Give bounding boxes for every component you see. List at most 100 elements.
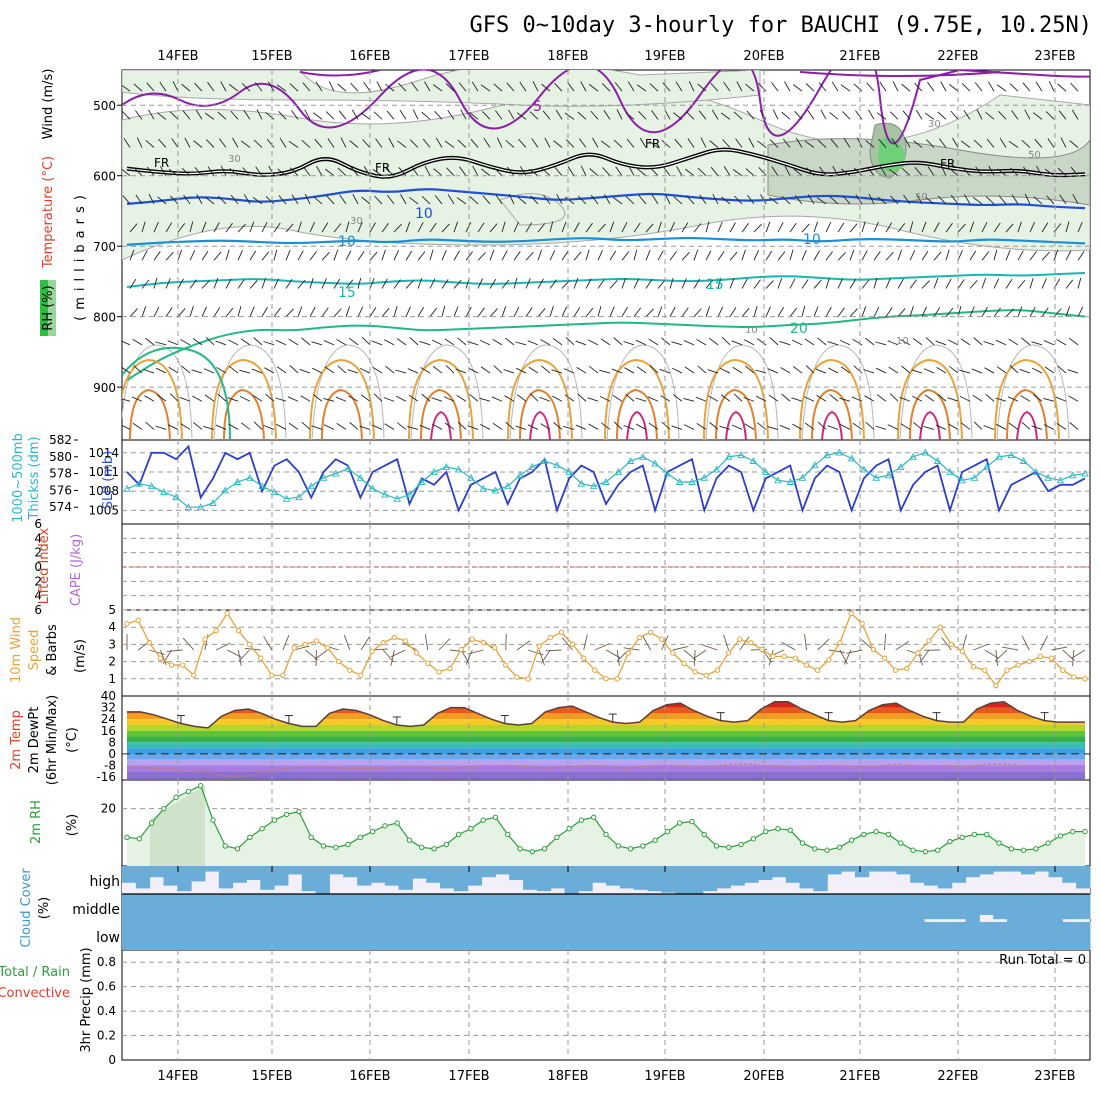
thickness-point: [123, 484, 131, 492]
wind-barb: [542, 110, 551, 120]
wind-barb: [996, 423, 1007, 430]
wind10-speed-point: [257, 655, 264, 661]
wind-barb: [600, 140, 611, 148]
wind-barb: [804, 338, 815, 346]
wind-barb: [695, 396, 707, 402]
wind-barb: [192, 395, 203, 402]
cloud-low-bar: [882, 922, 897, 950]
precip-tick-label: 0.6: [97, 980, 116, 994]
temp2m-axis-label-1: 2m Temp: [9, 710, 24, 770]
wind-barb: [376, 81, 383, 92]
wind-barb: [817, 421, 827, 430]
wind-barb: [445, 365, 455, 374]
cloud-high-bar: [343, 866, 358, 878]
wind-barb: [638, 110, 647, 120]
isotherm-30: [519, 388, 561, 440]
wind-barb: [969, 279, 978, 289]
wind-barb: [481, 168, 491, 177]
wind-barb: [1070, 82, 1079, 92]
wind-barb: [278, 110, 287, 120]
wind-barb: [184, 137, 191, 148]
wind-barb: [721, 336, 731, 346]
cloud-middle-bar: [661, 894, 676, 922]
wind-barb: [971, 368, 983, 374]
wind-barb: [348, 395, 359, 402]
wind-barb: [249, 221, 255, 233]
wind-barb: [172, 81, 179, 92]
wind-barb: [969, 221, 975, 233]
date-axis-bottom: 14FEB 15FEB 16FEB 17FEB 18FEB 19FEB 20FEB 21FEB…: [157, 1069, 1075, 1084]
wind-barb: [251, 368, 263, 374]
wind10-speed-point: [1026, 658, 1033, 665]
wind-barb: [813, 250, 820, 261]
date-label-top: 19FEB: [644, 49, 685, 64]
wind-barb: [1053, 223, 1062, 233]
cloud-middle-bar: [440, 894, 455, 922]
cloud-low-bar: [536, 922, 552, 950]
wind-barb: [697, 365, 707, 374]
wind-barb: [1077, 250, 1085, 261]
wind-barb: [315, 81, 323, 92]
date-label-top: 22FEB: [937, 49, 978, 64]
wind-barb: [755, 395, 767, 402]
wind-barb: [515, 425, 527, 430]
wind-barb: [553, 140, 563, 148]
cloud-middle-bar: [993, 894, 1008, 920]
wind10-axis-label-3: & Barbs: [45, 624, 60, 676]
cloud-high-bar: [841, 866, 856, 872]
wind-barb: [664, 193, 671, 205]
wind-barb: [556, 194, 563, 205]
wind-barb: [1043, 424, 1055, 430]
wind-barb: [916, 194, 923, 205]
cloud-high-bar: [633, 866, 648, 890]
wind-barb: [359, 425, 371, 430]
cloud-high-bar: [799, 866, 814, 889]
wind-barb: [549, 250, 556, 261]
wind-barb: [337, 365, 347, 374]
cloud-axis-unit: (%): [37, 897, 52, 920]
wind-barb: [313, 394, 323, 402]
wind-barb: [326, 195, 335, 205]
cloud-high-bar: [647, 866, 662, 892]
wind-barb: [1029, 251, 1037, 261]
wind-barb: [609, 279, 618, 289]
wind-barb: [385, 83, 395, 92]
wind-barb: [122, 398, 131, 402]
wind-barb: [683, 397, 695, 402]
wind-barb: [441, 279, 449, 289]
wind-barb: [291, 194, 299, 205]
rh-contour: [122, 344, 193, 440]
thickness-point: [467, 473, 475, 481]
wind-barb: [625, 196, 635, 205]
wind-barb: [505, 421, 515, 430]
wind-barb: [837, 222, 845, 233]
precip-panel: [121, 949, 1091, 1061]
wind-barb: [972, 394, 983, 402]
wind-barb: [960, 338, 971, 346]
wind-barb: [469, 196, 479, 205]
wind-barb: [688, 81, 695, 92]
wind-barb: [1034, 138, 1043, 148]
cloud-middle-bar: [260, 894, 275, 922]
wind-barb: [674, 138, 683, 148]
cloud-low-bar: [509, 922, 524, 950]
wind-barb: [123, 138, 131, 148]
wind-barb: [876, 112, 887, 120]
wind10-barb: [561, 637, 573, 651]
wind-barb: [913, 422, 923, 430]
rh-point: [762, 828, 769, 835]
wind10-barb: [616, 649, 620, 666]
wind-barb: [369, 251, 378, 261]
cloud-high-bar: [785, 866, 801, 883]
wind-barb: [313, 112, 323, 120]
wind-barb: [273, 278, 280, 289]
cloud-high-bar: [246, 866, 261, 880]
wind-barb: [909, 279, 917, 289]
thickness-point: [344, 464, 352, 472]
rh-point: [676, 820, 683, 826]
wind-barb: [827, 341, 839, 346]
wind10-speed-point: [213, 627, 219, 634]
wind-barb: [465, 222, 472, 233]
wind-barb: [904, 137, 911, 148]
wind10-speed-point: [670, 650, 676, 656]
